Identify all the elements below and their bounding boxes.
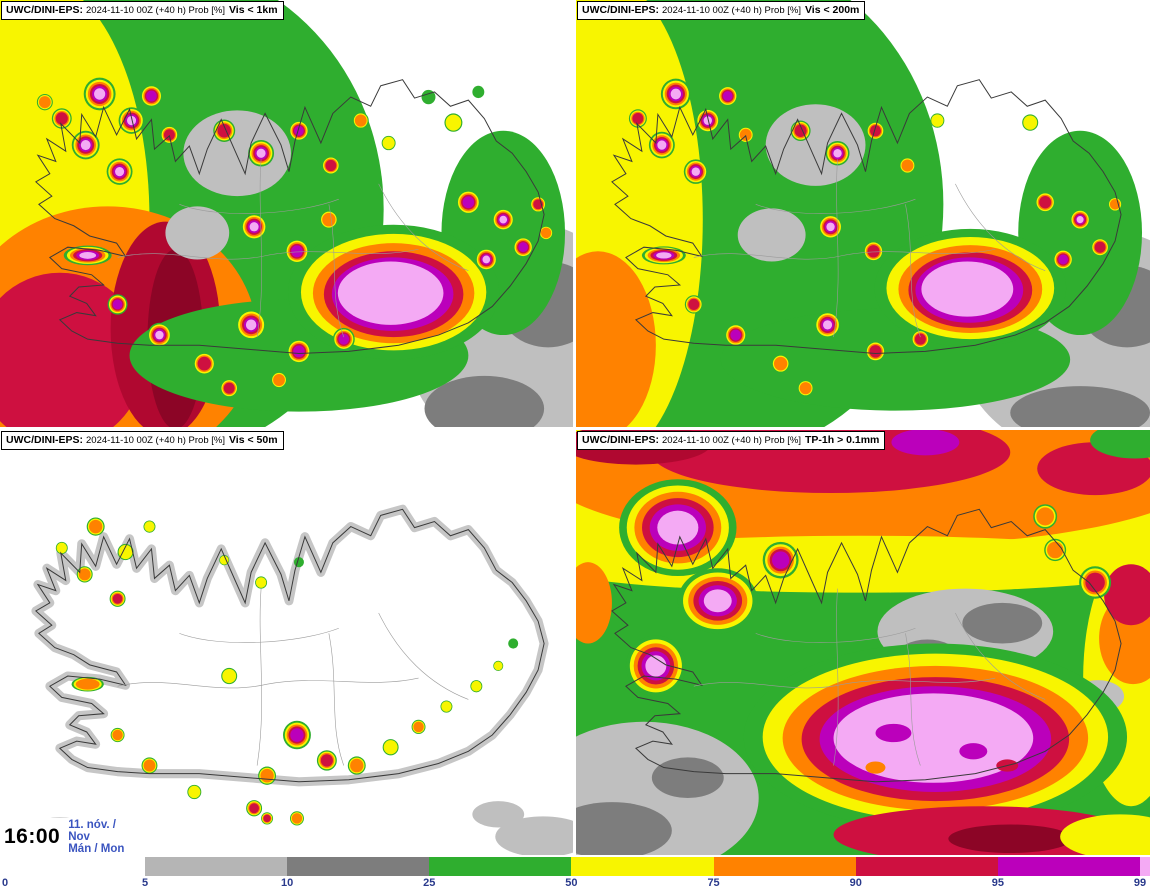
colorbar-segment-50-75 bbox=[571, 857, 714, 876]
colorbar-segment-99-100 bbox=[1139, 857, 1150, 876]
colorbar-tick-50: 50 bbox=[565, 877, 578, 889]
colorbar-tick-90: 90 bbox=[849, 877, 862, 889]
colorbar-tick-25: 25 bbox=[423, 877, 436, 889]
model-label: UWC/DINI-EPS: bbox=[582, 434, 659, 446]
run-meta: 2024-11-10 00Z (+40 h) Prob [%] bbox=[86, 5, 225, 16]
valid-date-en: Nov bbox=[68, 831, 90, 843]
map-panel-vis-lt-200m: UWC/DINI-EPS: 2024-11-10 00Z (+40 h) Prob… bbox=[576, 0, 1150, 427]
colorbar-segment-10-25 bbox=[287, 857, 430, 876]
map-tp-1h bbox=[576, 430, 1150, 855]
colorbar-tick-95: 95 bbox=[991, 877, 1004, 889]
colorbar-tick-10: 10 bbox=[281, 877, 294, 889]
colorbar-segment-25-50 bbox=[429, 857, 572, 876]
valid-weekday: Mán / Mon bbox=[68, 843, 125, 855]
colorbar-tick-0: 0 bbox=[2, 877, 9, 889]
colorbar-segments bbox=[145, 857, 1150, 876]
colorbar-segment-90-95 bbox=[855, 857, 998, 876]
map-panel-tp-1h: UWC/DINI-EPS: 2024-11-10 00Z (+40 h) Prob… bbox=[576, 430, 1150, 855]
map-vis-lt-200m bbox=[576, 0, 1150, 427]
panel-title-tp-1h: UWC/DINI-EPS: 2024-11-10 00Z (+40 h) Prob… bbox=[577, 431, 886, 450]
map-vis-lt-1km bbox=[0, 0, 573, 427]
model-label: UWC/DINI-EPS: bbox=[582, 4, 659, 16]
run-meta: 2024-11-10 00Z (+40 h) Prob [%] bbox=[662, 5, 801, 16]
map-vis-lt-50m bbox=[24, 430, 573, 855]
panel-title-vis-lt-200m: UWC/DINI-EPS: 2024-11-10 00Z (+40 h) Prob… bbox=[577, 1, 866, 20]
variable-label: Vis < 50m bbox=[228, 434, 278, 446]
probability-colorbar: 0 5 10 25 50 75 90 95 99 bbox=[0, 856, 1150, 891]
valid-time-box: 16:00 11. nóv. / Nov Mán / Mon bbox=[0, 818, 144, 856]
panel-title-vis-lt-50m: UWC/DINI-EPS: 2024-11-10 00Z (+40 h) Prob… bbox=[1, 431, 284, 450]
variable-label: Vis < 1km bbox=[228, 4, 278, 16]
valid-date-is: 11. nóv. / bbox=[68, 819, 116, 831]
variable-label: TP-1h > 0.1mm bbox=[804, 434, 880, 446]
colorbar-segment-95-99 bbox=[997, 857, 1140, 876]
model-label: UWC/DINI-EPS: bbox=[6, 4, 83, 16]
valid-time: 16:00 bbox=[4, 825, 61, 848]
colorbar-tick-75: 75 bbox=[707, 877, 720, 889]
run-meta: 2024-11-10 00Z (+40 h) Prob [%] bbox=[662, 435, 801, 446]
model-label: UWC/DINI-EPS: bbox=[6, 434, 83, 446]
variable-label: Vis < 200m bbox=[804, 4, 860, 16]
colorbar-tick-5: 5 bbox=[141, 877, 149, 889]
colorbar-segment-5-10 bbox=[145, 857, 288, 876]
map-panel-vis-lt-1km: UWC/DINI-EPS: 2024-11-10 00Z (+40 h) Prob… bbox=[0, 0, 573, 427]
panel-grid: UWC/DINI-EPS: 2024-11-10 00Z (+40 h) Prob… bbox=[0, 0, 1150, 855]
colorbar-segment-75-90 bbox=[713, 857, 856, 876]
panel-title-vis-lt-1km: UWC/DINI-EPS: 2024-11-10 00Z (+40 h) Prob… bbox=[1, 1, 284, 20]
colorbar-tick-99: 99 bbox=[1133, 877, 1147, 889]
run-meta: 2024-11-10 00Z (+40 h) Prob [%] bbox=[86, 435, 225, 446]
valid-date-block: 11. nóv. / Nov Mán / Mon bbox=[68, 819, 124, 855]
map-panel-vis-lt-50m: UWC/DINI-EPS: 2024-11-10 00Z (+40 h) Prob… bbox=[0, 430, 573, 855]
